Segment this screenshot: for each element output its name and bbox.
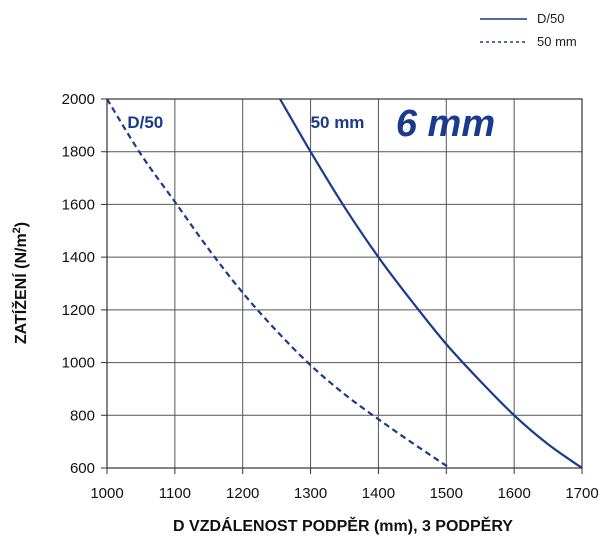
series-line-d-50 xyxy=(279,98,583,469)
x-tick-label: 1500 xyxy=(430,485,463,502)
y-axis-label-superscript: 2 xyxy=(11,227,23,233)
y-tick-label: 1800 xyxy=(62,144,95,161)
y-tick-label: 1400 xyxy=(62,249,95,266)
y-tick-label: 2000 xyxy=(62,91,95,108)
y-tick-label: 1200 xyxy=(62,302,95,319)
y-tick-label: 1000 xyxy=(62,355,95,372)
series-line-50-mm xyxy=(106,98,451,469)
x-tick-label: 1300 xyxy=(294,485,327,502)
y-tick-label: 800 xyxy=(70,407,95,424)
y-axis-label: ZATÍŽENÍ (N/m2) xyxy=(11,222,30,344)
y-tick-label: 600 xyxy=(70,460,95,477)
x-axis-label: D VZDÁLENOST PODPĚR (mm), 3 PODPĚRY xyxy=(173,516,513,535)
y-tick-label: 1600 xyxy=(62,196,95,213)
legend-label: D/50 xyxy=(537,11,564,26)
x-tick-label: 1700 xyxy=(565,485,598,502)
y-axis-label-main: ZATÍŽENÍ (N/m xyxy=(11,233,30,344)
annotations: D/50 50 mm 6 mm xyxy=(127,103,495,145)
annotation-6-mm: 6 mm xyxy=(396,103,495,145)
x-tick-label: 1200 xyxy=(226,485,259,502)
x-tick-label: 1600 xyxy=(497,485,530,502)
x-tick-label: 1100 xyxy=(159,485,191,502)
legend: D/50 50 mm xyxy=(480,11,577,49)
y-axis-label-close: ) xyxy=(13,222,30,227)
legend-label: 50 mm xyxy=(537,34,577,49)
x-tick-labels: 1000 1100 1200 1300 1400 1500 1600 1700 xyxy=(90,485,598,502)
x-tick-label: 1000 xyxy=(90,485,123,502)
plot-border xyxy=(106,98,583,469)
annotation-d-50: D/50 xyxy=(127,113,163,132)
grid xyxy=(106,98,583,469)
annotation-50-mm: 50 mm xyxy=(311,113,365,132)
x-tick-label: 1400 xyxy=(362,485,395,502)
y-tick-labels: 600 800 1000 1200 1400 1600 1800 2000 xyxy=(62,91,95,477)
series-group xyxy=(106,98,583,469)
plot-frame xyxy=(101,98,583,474)
